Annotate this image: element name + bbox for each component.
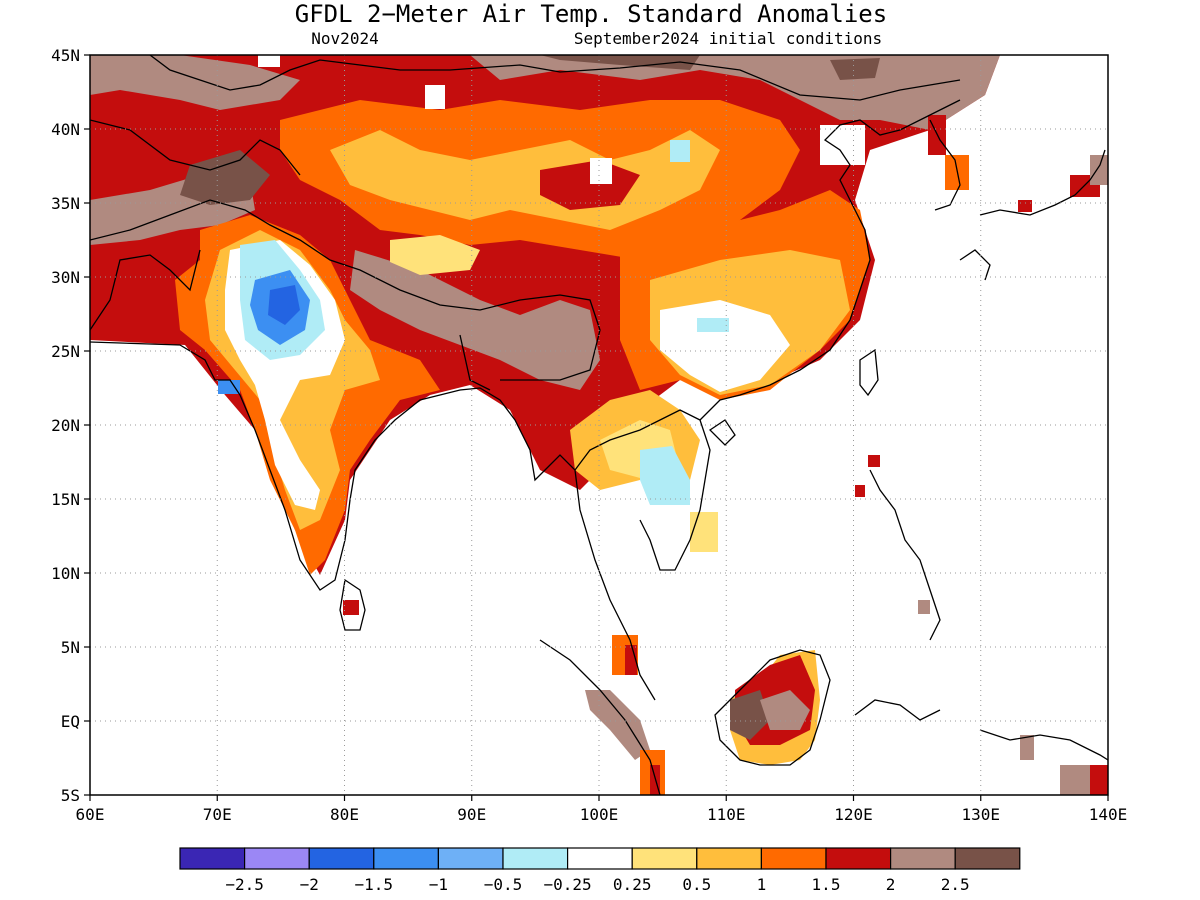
colorbar-label: −2.5 [225,875,264,894]
coastlines [90,55,1108,795]
colorbar-label: −0.25 [544,875,592,894]
anomaly-shading [90,55,1108,795]
colorbar-label: 0.5 [682,875,711,894]
initial-conditions-label: September2024 initial conditions [574,29,882,48]
colorbar-swatch [825,847,892,870]
lat-label: 25N [51,342,80,361]
colorbar-swatch [760,847,827,870]
colorbar-swatch [437,847,504,870]
colorbar-label: −1 [429,875,448,894]
lon-label: 100E [580,805,619,824]
colorbar-label: 2.5 [941,875,970,894]
lat-label: 30N [51,268,80,287]
map-gridlines [90,55,1108,795]
lat-label: 40N [51,120,80,139]
colorbar-swatch [373,847,439,870]
lon-label: 140E [1089,805,1128,824]
colorbar-swatch [308,847,375,870]
lat-label: 5S [61,786,80,805]
map-title: GFDL 2−Meter Air Temp. Standard Anomalie… [295,0,887,28]
lon-label: 70E [203,805,232,824]
colorbar-swatch [631,847,698,870]
colorbar-swatch [696,847,762,870]
colorbar-label: 0.25 [613,875,652,894]
map-plot-area [90,55,1108,795]
colorbar-label: −0.5 [484,875,523,894]
colorbar-swatch [566,847,633,870]
colorbar-label: 1.5 [812,875,841,894]
colorbar-swatch [889,847,956,870]
lat-label: 5N [61,638,80,657]
lon-label: 120E [834,805,873,824]
axis-ticks [84,54,1109,801]
lon-label: 90E [457,805,486,824]
lat-label: 10N [51,564,80,583]
colorbar-label: 2 [886,875,896,894]
colorbar-label: −2 [300,875,319,894]
lat-label: EQ [61,712,80,731]
latitude-labels: 45N 40N 35N 30N 25N 20N 15N 10N 5N EQ 5S [51,46,80,805]
lat-label: 35N [51,194,80,213]
colorbar-swatch [179,847,246,870]
colorbar-label: −1.5 [355,875,394,894]
colorbar-labels: −2.5 −2 −1.5 −1 −0.5 −0.25 0.25 0.5 1 1.5 2 2.5 [225,875,969,894]
valid-month-label: Nov2024 [311,29,378,48]
lon-label: 110E [707,805,746,824]
lon-label: 80E [330,805,359,824]
lon-label: 60E [76,805,105,824]
longitude-labels: 60E 70E 80E 90E 100E 110E 120E 130E 140E [76,805,1128,824]
lat-label: 15N [51,490,80,509]
lat-label: 20N [51,416,80,435]
colorbar-swatch [244,847,310,870]
colorbar-swatch [502,847,569,870]
colorbar [179,847,1021,870]
lat-label: 45N [51,46,80,65]
colorbar-label: 1 [757,875,767,894]
lon-label: 130E [961,805,1000,824]
colorbar-swatch [954,847,1021,870]
